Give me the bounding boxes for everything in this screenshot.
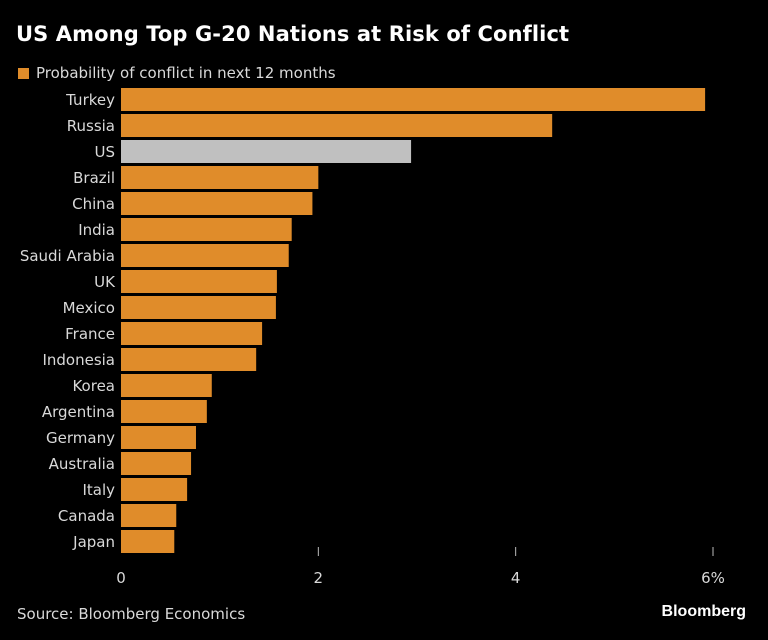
bar-indonesia — [121, 348, 257, 371]
category-label: Turkey — [65, 91, 115, 109]
chart-title: US Among Top G-20 Nations at Risk of Con… — [16, 22, 570, 46]
bloomberg-logo: Bloomberg — [661, 603, 746, 620]
bar-russia — [121, 114, 553, 137]
bar-korea — [121, 374, 212, 397]
category-label: China — [72, 195, 115, 213]
bar-argentina — [121, 400, 207, 423]
bar-china — [121, 192, 313, 215]
bar-france — [121, 322, 263, 345]
category-label: Korea — [72, 377, 115, 395]
category-label: India — [78, 221, 115, 239]
category-label: UK — [94, 273, 116, 291]
category-label: Australia — [49, 455, 115, 473]
bar-us — [121, 140, 412, 163]
bar-mexico — [121, 296, 276, 319]
bar-italy — [121, 478, 188, 501]
category-label: Argentina — [42, 403, 115, 421]
bar-uk — [121, 270, 277, 293]
category-label: Germany — [46, 429, 115, 447]
bar-saudi-arabia — [121, 244, 289, 267]
category-label: Saudi Arabia — [20, 247, 115, 265]
legend: Probability of conflict in next 12 month… — [18, 64, 336, 82]
x-tick-label: 4 — [511, 569, 521, 587]
bar-japan — [121, 530, 175, 553]
bar-india — [121, 218, 292, 241]
legend-swatch — [18, 67, 29, 79]
source-note: Source: Bloomberg Economics — [17, 605, 246, 623]
category-label: Canada — [58, 507, 115, 525]
bar-brazil — [121, 166, 319, 189]
category-label: US — [94, 143, 115, 161]
x-tick-label: 6% — [701, 569, 725, 587]
x-tick-label: 0 — [116, 569, 126, 587]
category-label: Russia — [67, 117, 115, 135]
category-label: France — [65, 325, 115, 343]
bar-canada — [121, 504, 177, 527]
category-label: Indonesia — [42, 351, 115, 369]
legend-label: Probability of conflict in next 12 month… — [36, 64, 336, 82]
x-tick-label: 2 — [314, 569, 324, 587]
bar-germany — [121, 426, 196, 449]
category-label: Brazil — [73, 169, 115, 187]
category-label: Japan — [72, 533, 115, 551]
category-label: Italy — [82, 481, 115, 499]
bar-australia — [121, 452, 192, 475]
bar-turkey — [121, 88, 706, 111]
category-label: Mexico — [63, 299, 115, 317]
